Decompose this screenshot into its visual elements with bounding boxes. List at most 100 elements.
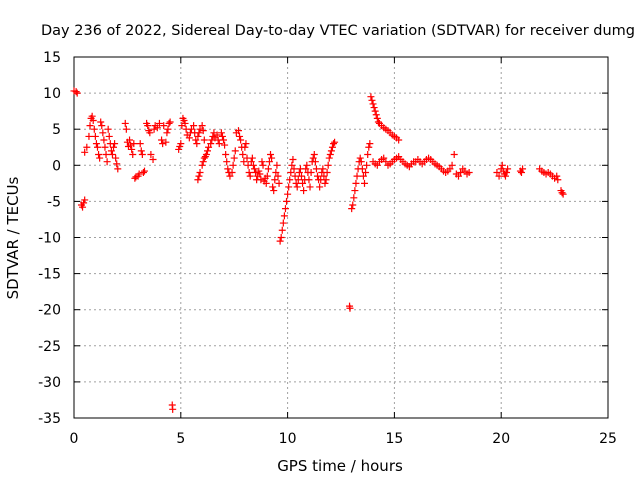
- data-point: [100, 136, 108, 144]
- data-point: [271, 176, 279, 184]
- data-point: [217, 129, 225, 137]
- y-tick-label: -35: [38, 411, 61, 427]
- x-tick-label: 15: [385, 431, 403, 447]
- data-point: [302, 165, 310, 173]
- data-point: [307, 169, 315, 177]
- data-point: [330, 140, 338, 148]
- data-point: [200, 154, 208, 162]
- data-point: [223, 158, 231, 166]
- data-point: [163, 129, 171, 137]
- data-point: [295, 169, 303, 177]
- data-point: [359, 172, 367, 180]
- y-tick-label: 0: [52, 158, 61, 174]
- data-point: [353, 172, 361, 180]
- data-point: [248, 154, 256, 162]
- y-tick-label: -30: [38, 375, 61, 391]
- data-point: [294, 176, 302, 184]
- data-point: [275, 179, 283, 187]
- data-point: [450, 150, 458, 158]
- data-point: [288, 161, 296, 169]
- data-point: [224, 165, 232, 173]
- data-point: [262, 179, 270, 187]
- data-point: [155, 119, 163, 127]
- data-point: [346, 304, 354, 312]
- data-point: [81, 196, 89, 204]
- data-point: [366, 140, 374, 148]
- data-point: [97, 118, 105, 126]
- x-tick-label: 25: [599, 431, 617, 447]
- data-point: [137, 147, 145, 155]
- data-point: [448, 161, 456, 169]
- data-point: [314, 172, 322, 180]
- data-point: [517, 169, 525, 177]
- data-point: [198, 161, 206, 169]
- data-point: [105, 132, 113, 140]
- data-point: [263, 172, 271, 180]
- data-point: [127, 141, 135, 149]
- data-point: [229, 161, 237, 169]
- data-point: [153, 124, 161, 132]
- data-point: [286, 176, 294, 184]
- data-point: [195, 172, 203, 180]
- data-point: [112, 154, 120, 162]
- data-point: [101, 143, 109, 151]
- data-point: [277, 234, 285, 241]
- data-point: [554, 176, 562, 184]
- data-point: [290, 165, 298, 173]
- data-point: [319, 165, 327, 173]
- data-point: [185, 134, 193, 142]
- data-point: [245, 169, 253, 177]
- data-point: [257, 176, 265, 184]
- data-point: [493, 169, 501, 177]
- data-point: [265, 158, 273, 166]
- data-point: [91, 132, 99, 140]
- data-point: [234, 127, 242, 135]
- data-point: [309, 154, 317, 162]
- data-point: [195, 129, 203, 137]
- data-point: [297, 172, 305, 180]
- data-point: [368, 96, 376, 104]
- data-point: [365, 143, 373, 151]
- y-tick-label: 10: [43, 86, 61, 102]
- data-point: [93, 143, 101, 151]
- data-point: [222, 150, 230, 158]
- data-point: [86, 122, 94, 130]
- data-point: [72, 88, 80, 96]
- data-point: [283, 197, 291, 205]
- data-point: [89, 117, 97, 125]
- data-point: [187, 125, 195, 133]
- data-point: [312, 165, 320, 173]
- data-point: [374, 118, 382, 126]
- data-point: [274, 172, 282, 180]
- data-point: [264, 165, 272, 173]
- data-point: [83, 143, 91, 151]
- data-point: [501, 172, 509, 180]
- data-point: [110, 143, 118, 151]
- data-point: [356, 154, 364, 162]
- data-point: [293, 183, 301, 191]
- data-point: [220, 136, 228, 144]
- data-point: [92, 140, 100, 148]
- data-point: [495, 172, 503, 180]
- data-point: [284, 190, 292, 198]
- data-point: [372, 111, 380, 119]
- data-point: [363, 161, 371, 169]
- data-point: [202, 150, 210, 158]
- data-point: [149, 156, 157, 164]
- data-point: [236, 132, 244, 140]
- data-point: [252, 169, 260, 177]
- x-axis-title: GPS time / hours: [277, 457, 403, 475]
- data-point: [373, 114, 381, 122]
- data-point: [73, 89, 81, 97]
- data-point: [205, 143, 213, 151]
- y-tick-label: -15: [38, 267, 61, 283]
- y-tick-label: 15: [43, 50, 61, 66]
- data-point: [102, 150, 110, 158]
- data-point: [503, 169, 511, 177]
- data-point: [177, 140, 185, 148]
- data-point: [358, 165, 366, 173]
- data-point: [299, 179, 307, 187]
- data-point: [108, 150, 116, 158]
- data-point: [279, 219, 287, 227]
